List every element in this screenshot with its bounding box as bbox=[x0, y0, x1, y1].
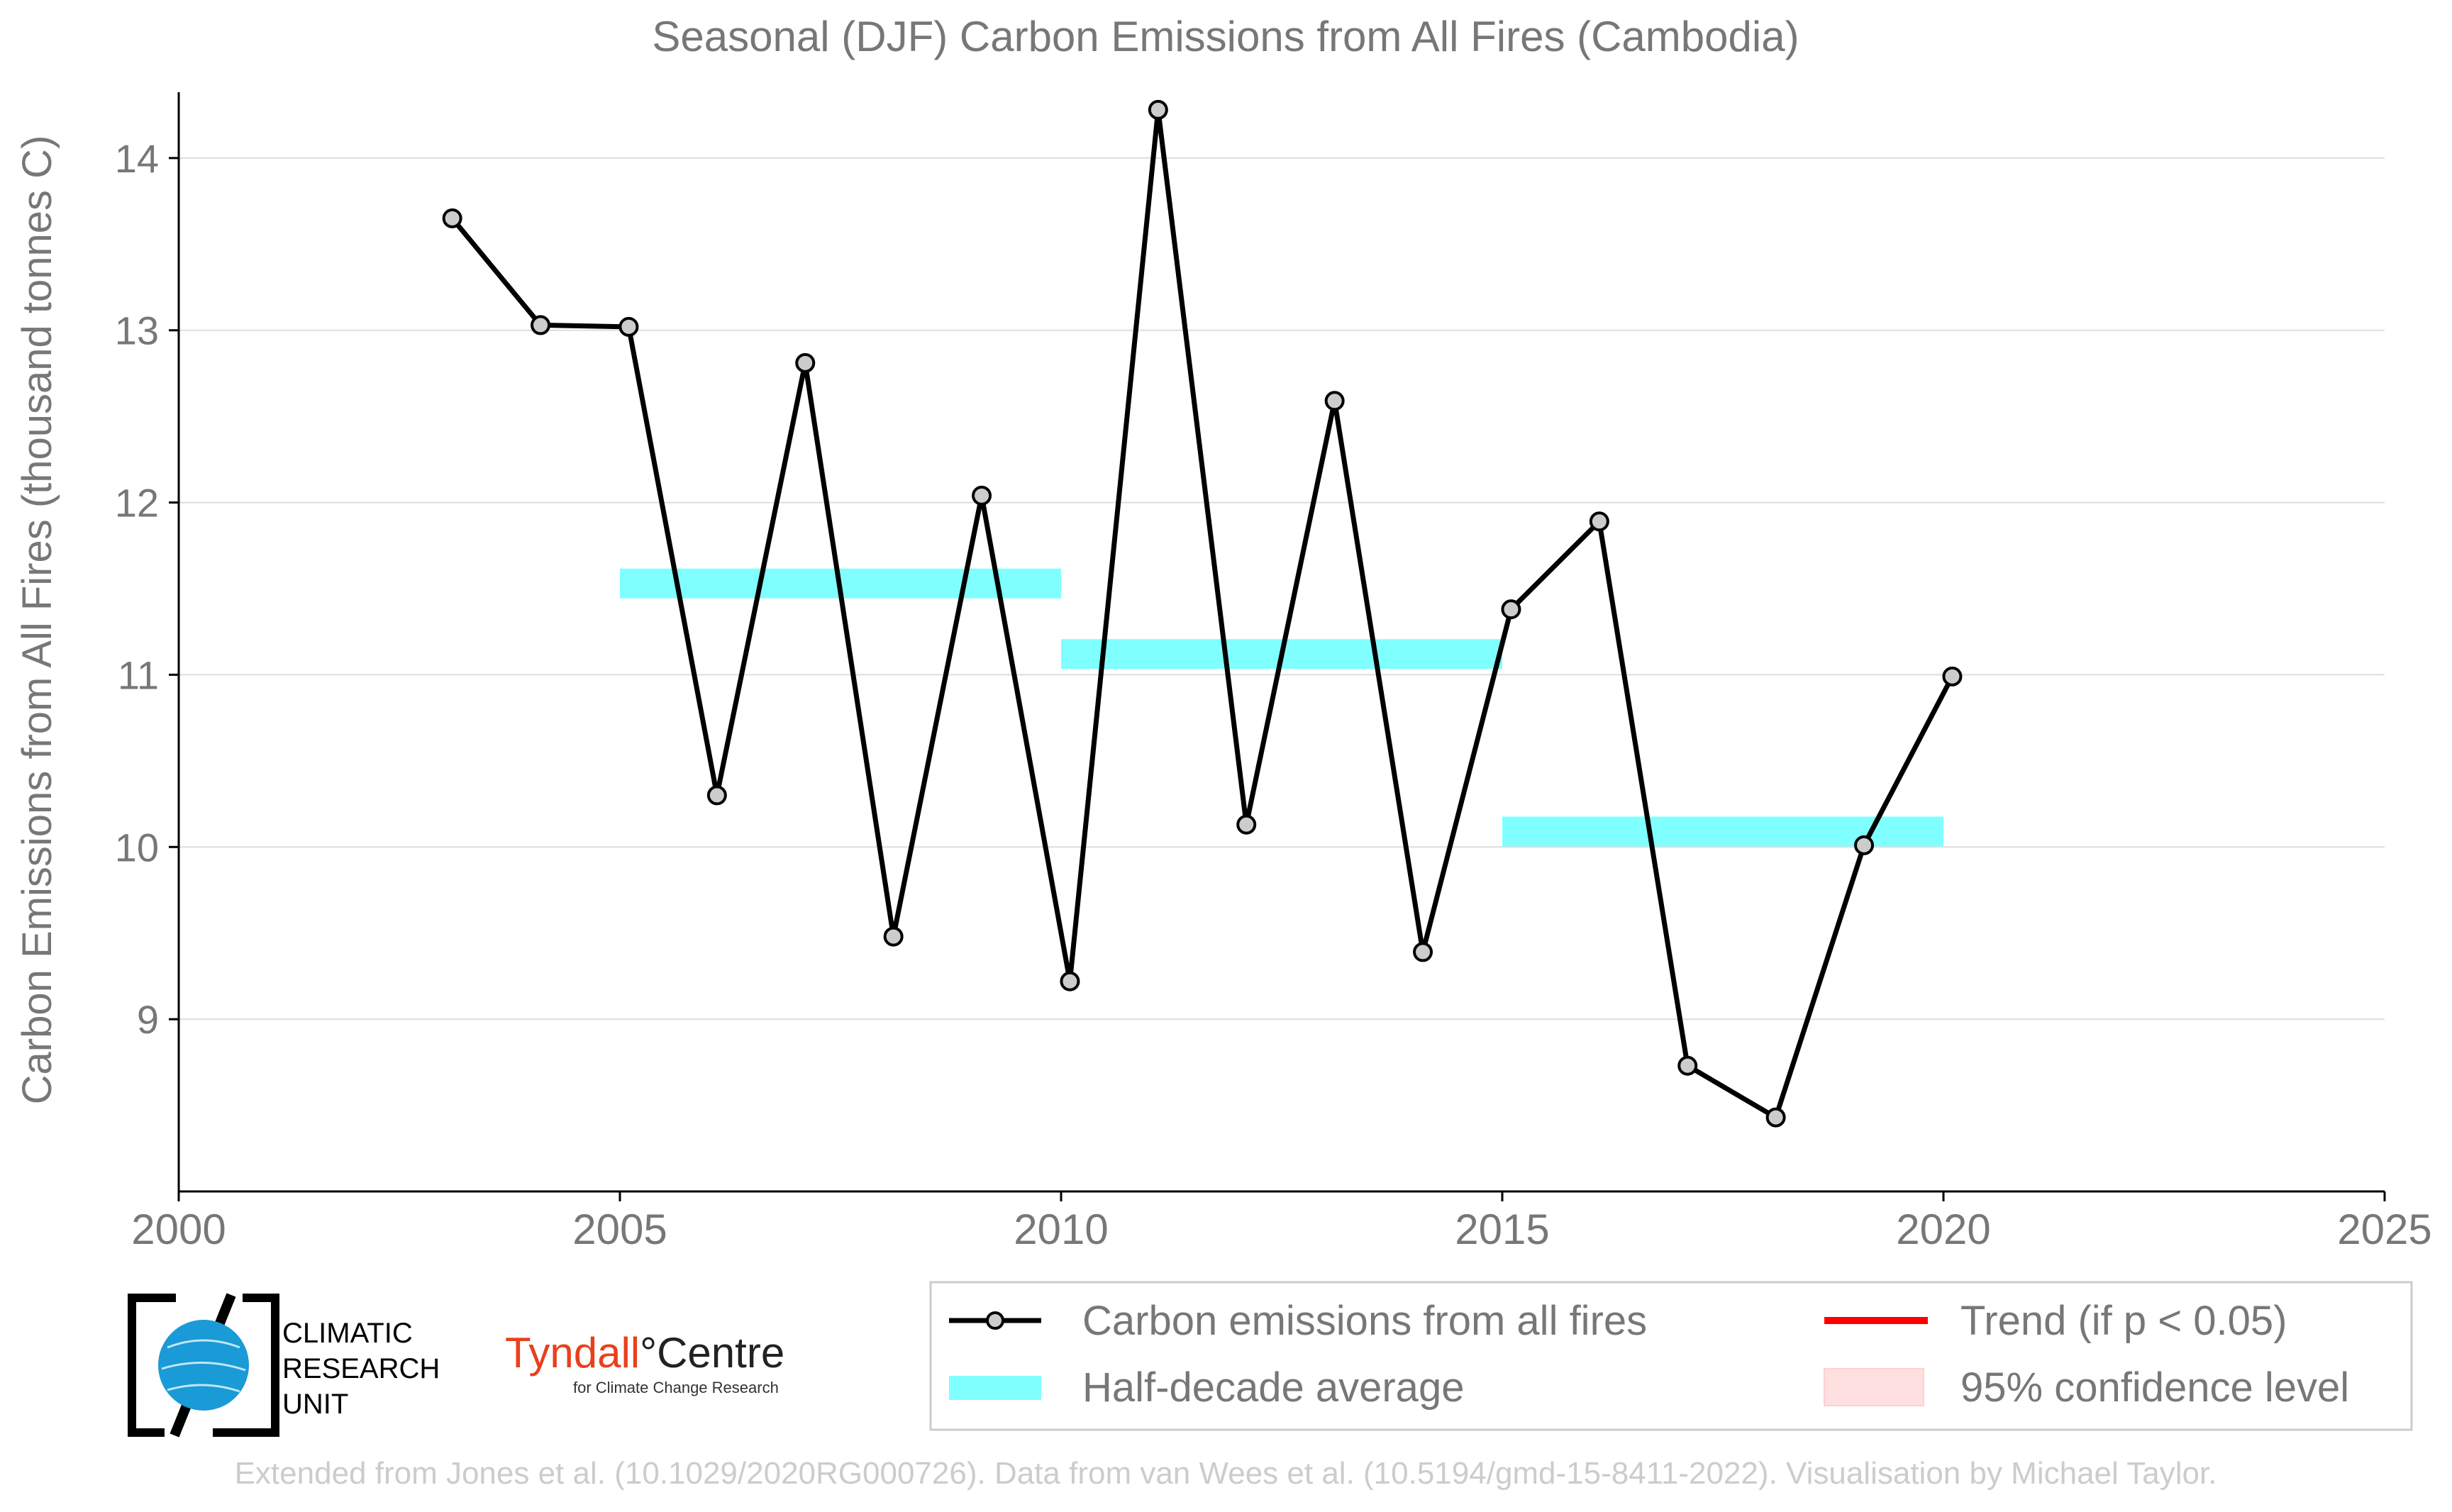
y-tick-label: 11 bbox=[118, 652, 159, 697]
x-axis: 2000 2005 2010 2015 2020 2025 bbox=[131, 1190, 2432, 1253]
tyndall-logo-name: Tyndall°Centre bbox=[505, 1329, 784, 1377]
emissions-line bbox=[450, 107, 1955, 1121]
data-point bbox=[1677, 1055, 1698, 1076]
legend-label-emissions: Carbon emissions from all fires bbox=[1082, 1298, 1647, 1344]
tyndall-name-part1: Tyndall bbox=[505, 1329, 640, 1377]
chart-title: Seasonal (DJF) Carbon Emissions from All… bbox=[652, 13, 1799, 60]
data-point bbox=[1060, 971, 1080, 991]
data-point bbox=[1413, 942, 1433, 962]
x-tick-label: 2025 bbox=[2337, 1206, 2431, 1253]
tyndall-logo-subtitle: for Climate Change Research bbox=[573, 1379, 779, 1396]
x-tick-label: 2000 bbox=[131, 1206, 226, 1253]
data-point bbox=[1324, 391, 1345, 411]
data-point bbox=[442, 208, 462, 228]
data-point bbox=[1942, 666, 1963, 686]
y-tick-label: 9 bbox=[137, 997, 159, 1042]
cru-logo-line3: UNIT bbox=[282, 1389, 348, 1420]
data-point bbox=[1589, 511, 1609, 532]
cru-logo-frame bbox=[128, 1294, 279, 1437]
y-tick-label: 14 bbox=[115, 136, 159, 181]
data-point bbox=[1236, 814, 1257, 835]
data-point bbox=[618, 316, 639, 337]
y-tick-label: 13 bbox=[115, 308, 159, 353]
data-point bbox=[531, 315, 551, 335]
legend-band-sample bbox=[949, 1376, 1041, 1400]
legend-label-half-decade: Half-decade average bbox=[1082, 1364, 1464, 1411]
legend-confidence-sample bbox=[1824, 1368, 1924, 1406]
x-tick-label: 2020 bbox=[1896, 1206, 1990, 1253]
cru-globe-lines bbox=[161, 1339, 246, 1393]
legend-marker-sample bbox=[986, 1311, 1004, 1330]
data-point bbox=[1148, 99, 1168, 120]
credit-text: Extended from Jones et al. (10.1029/2020… bbox=[235, 1456, 2217, 1491]
x-tick-label: 2015 bbox=[1455, 1206, 1549, 1253]
data-point bbox=[972, 485, 992, 506]
legend-box bbox=[929, 1281, 2413, 1431]
x-tick-label: 2005 bbox=[572, 1206, 667, 1253]
legend-label-trend: Trend (if p < 0.05) bbox=[1960, 1298, 2287, 1344]
cru-logo-line1: CLIMATIC bbox=[282, 1318, 413, 1349]
tyndall-name-part2: °Centre bbox=[640, 1329, 784, 1377]
data-point bbox=[1854, 835, 1875, 855]
cru-logo: CLIMATIC RESEARCH UNIT bbox=[128, 1293, 440, 1438]
half-decade-bands bbox=[620, 568, 1943, 847]
legend-label-confidence: 95% confidence level bbox=[1960, 1364, 2349, 1411]
cru-logo-line2: RESEARCH bbox=[282, 1353, 440, 1384]
data-point bbox=[795, 352, 816, 373]
data-point bbox=[883, 926, 904, 947]
x-tick-label: 2010 bbox=[1014, 1206, 1108, 1253]
data-point bbox=[1765, 1107, 1786, 1128]
y-tick-label: 10 bbox=[115, 825, 159, 869]
tyndall-logo: Tyndall°Centre for Climate Change Resear… bbox=[505, 1329, 784, 1396]
y-axis: 9 10 11 12 13 14 bbox=[115, 92, 180, 1191]
data-point bbox=[706, 785, 727, 806]
data-point bbox=[1501, 599, 1521, 620]
emissions-series bbox=[442, 99, 1963, 1128]
y-tick-label: 12 bbox=[115, 481, 159, 526]
legend: Carbon emissions from all fires Trend (i… bbox=[929, 1281, 2413, 1431]
y-axis-label: Carbon Emissions from All Fires (thousan… bbox=[14, 135, 60, 1105]
